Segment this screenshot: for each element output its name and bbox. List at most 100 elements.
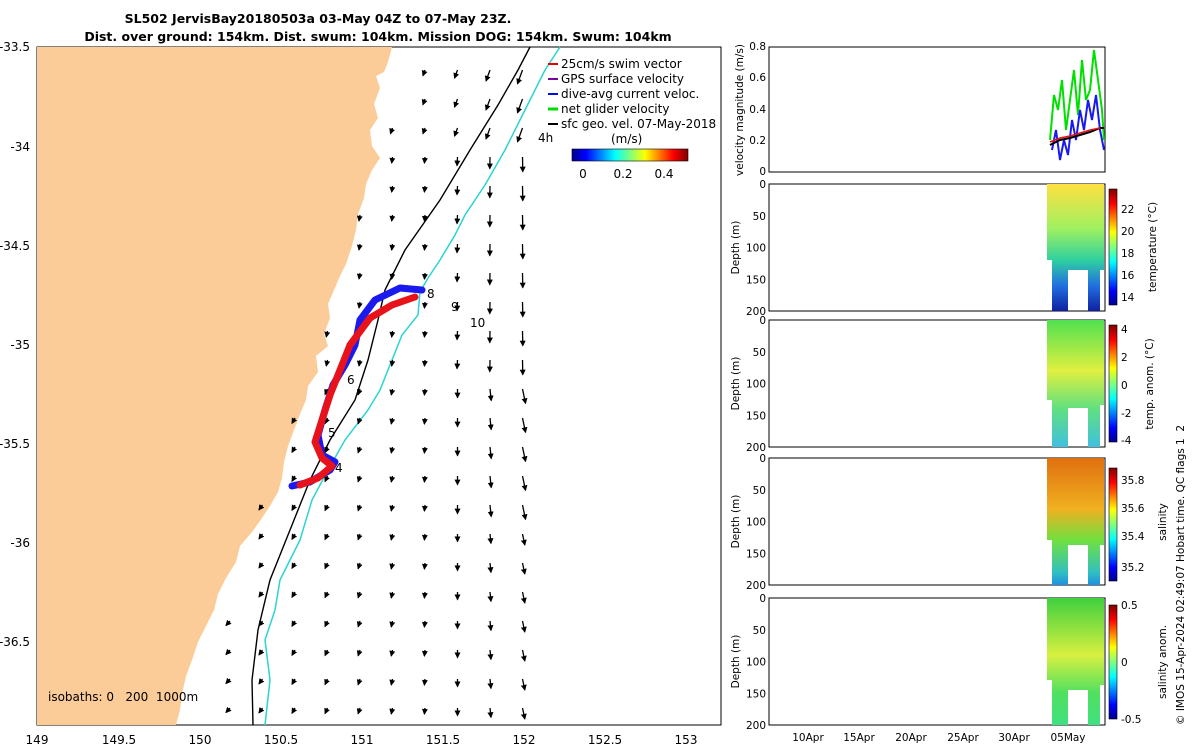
- legend-gps-label: GPS surface velocity: [561, 72, 684, 86]
- label-10: 10: [470, 316, 485, 330]
- map-xtick-5: 151.5: [426, 733, 460, 747]
- current-vector: [392, 273, 393, 279]
- depth-tick: 150: [746, 548, 766, 560]
- temperature-panel: temperature (°C): [769, 184, 1159, 311]
- velocity-ytick-1: 0.2: [749, 135, 766, 147]
- time-xtick-5: 05May: [1050, 732, 1085, 744]
- current-vector: [392, 186, 393, 192]
- colorbar-tick: 0: [1121, 657, 1128, 669]
- current-vector: [424, 360, 425, 366]
- current-vector: [424, 186, 425, 192]
- current-vector: [424, 389, 425, 395]
- label-9: 9: [451, 300, 459, 314]
- current-vector: [424, 157, 425, 163]
- map-colorbar: [572, 149, 688, 161]
- map-ytick-4: -35.5: [0, 437, 30, 451]
- legend-swim-label: 25cm/s swim vector: [561, 57, 682, 71]
- velocity-ytick-4: 0.8: [749, 41, 766, 53]
- title-line-1: SL502 JervisBay20180503a 03-May 04Z to 0…: [125, 11, 512, 26]
- current-vector: [424, 273, 425, 279]
- depth-tick: 100: [746, 517, 766, 529]
- label-4h: 4h: [538, 131, 553, 145]
- velocity-ytick-2: 0.4: [749, 104, 766, 116]
- current-vector: [392, 215, 393, 221]
- current-vector: [424, 650, 425, 656]
- current-vector: [424, 476, 425, 482]
- map-xtick-1: 149.5: [102, 733, 136, 747]
- legend-net-label: net glider velocity: [561, 102, 669, 116]
- label-8: 8: [427, 287, 435, 301]
- colorbar-tick: 0.5: [1121, 600, 1138, 612]
- depth-tick: 50: [753, 625, 766, 637]
- colorbar-tick: -4: [1121, 435, 1132, 447]
- map-xtick-7: 152.5: [588, 733, 622, 747]
- map-xtick-8: 153: [675, 733, 698, 747]
- current-vector: [424, 708, 425, 714]
- time-xticks: 10Apr 15Apr 20Apr 25Apr 30Apr 05May: [792, 732, 1085, 744]
- sal-anom-panel: salinity anom.: [769, 598, 1169, 725]
- depth-tick: 150: [746, 274, 766, 286]
- current-vector: [424, 244, 425, 250]
- time-xtick-2: 20Apr: [895, 732, 927, 744]
- side-label: © IMOS 15-Apr-2024 02:49:07 Hobart time.…: [1175, 425, 1187, 725]
- map-xtick-3: 150.5: [264, 733, 298, 747]
- depth-tick: 200: [746, 720, 766, 732]
- depth-tick: 0: [759, 593, 766, 605]
- colorbar-tick: 35.6: [1121, 503, 1145, 515]
- map-xticks: 149 149.5 150 150.5 151 151.5 152 152.5 …: [26, 733, 698, 747]
- depth-label: Depth (m): [730, 635, 742, 689]
- map-ytick-1: -34: [10, 140, 30, 154]
- map-ytick-6: -36.5: [0, 635, 30, 649]
- colorbar-tick: 35.2: [1121, 562, 1144, 574]
- legend-sfc-label: sfc geo. vel. 07-May-2018: [561, 117, 716, 131]
- velocity-panel: velocity magnitude (m/s) 0 0.2 0.4 0.6 0…: [734, 41, 1105, 178]
- velocity-ylabel: velocity magnitude (m/s): [734, 44, 746, 176]
- map-panel: 4h 8 9 10 6 5 4 25cm/s swim vector GPS s…: [0, 40, 721, 747]
- depth-tick: 100: [746, 243, 766, 255]
- map-xtick-2: 150: [189, 733, 212, 747]
- colorbar-tick: -0.5: [1121, 714, 1142, 726]
- time-xtick-3: 25Apr: [947, 732, 979, 744]
- legend-dive-label: dive-avg current veloc.: [561, 87, 699, 101]
- current-vector: [424, 534, 425, 540]
- velocity-ytick-0: 0: [759, 166, 766, 178]
- map-ytick-3: -35: [10, 338, 30, 352]
- current-vector: [424, 331, 425, 337]
- map-xtick-4: 151: [351, 733, 374, 747]
- map-colorbar-tick-0: 0: [579, 167, 587, 181]
- sal-anom-colorbar: [1109, 605, 1117, 719]
- temp-anom-label: temp. anom. (°C): [1144, 338, 1156, 429]
- depth-label: Depth (m): [730, 357, 742, 411]
- label-4: 4: [335, 461, 343, 475]
- time-xtick-4: 30Apr: [998, 732, 1030, 744]
- map-xtick-0: 149: [26, 733, 49, 747]
- map-ytick-2: -34.5: [0, 239, 30, 253]
- velocity-ytick-3: 0.6: [749, 72, 766, 84]
- depth-tick: 0: [759, 179, 766, 191]
- salinity-label: salinity: [1157, 503, 1169, 541]
- colorbar-tick: 16: [1121, 270, 1135, 282]
- label-5: 5: [328, 426, 336, 440]
- time-xtick-1: 15Apr: [843, 732, 875, 744]
- colorbar-tick: 0: [1121, 380, 1128, 392]
- depth-tick: 150: [746, 688, 766, 700]
- map-xtick-6: 152: [513, 733, 536, 747]
- colorbar-tick: -2: [1121, 408, 1131, 420]
- time-xtick-0: 10Apr: [792, 732, 824, 744]
- current-vector: [392, 331, 393, 337]
- current-vector: [424, 679, 425, 685]
- depth-panels: temperature (°C) temp. anom. (°C) salini…: [730, 179, 1169, 732]
- temperature-label: temperature (°C): [1147, 202, 1159, 292]
- map-ytick-5: -36: [10, 536, 30, 550]
- isobaths-label: isobaths: 0 200 1000m: [48, 690, 198, 704]
- current-vector: [424, 592, 425, 598]
- label-6: 6: [347, 373, 355, 387]
- depth-tick: 0: [759, 453, 766, 465]
- colorbar-tick: 35.4: [1121, 531, 1145, 543]
- sal-anom-label: salinity anom.: [1157, 625, 1169, 699]
- colorbar-tick: 18: [1121, 248, 1134, 260]
- colorbar-tick: 2: [1121, 352, 1128, 364]
- temp-anom-colorbar: [1109, 325, 1117, 442]
- colorbar-tick: 20: [1121, 226, 1134, 238]
